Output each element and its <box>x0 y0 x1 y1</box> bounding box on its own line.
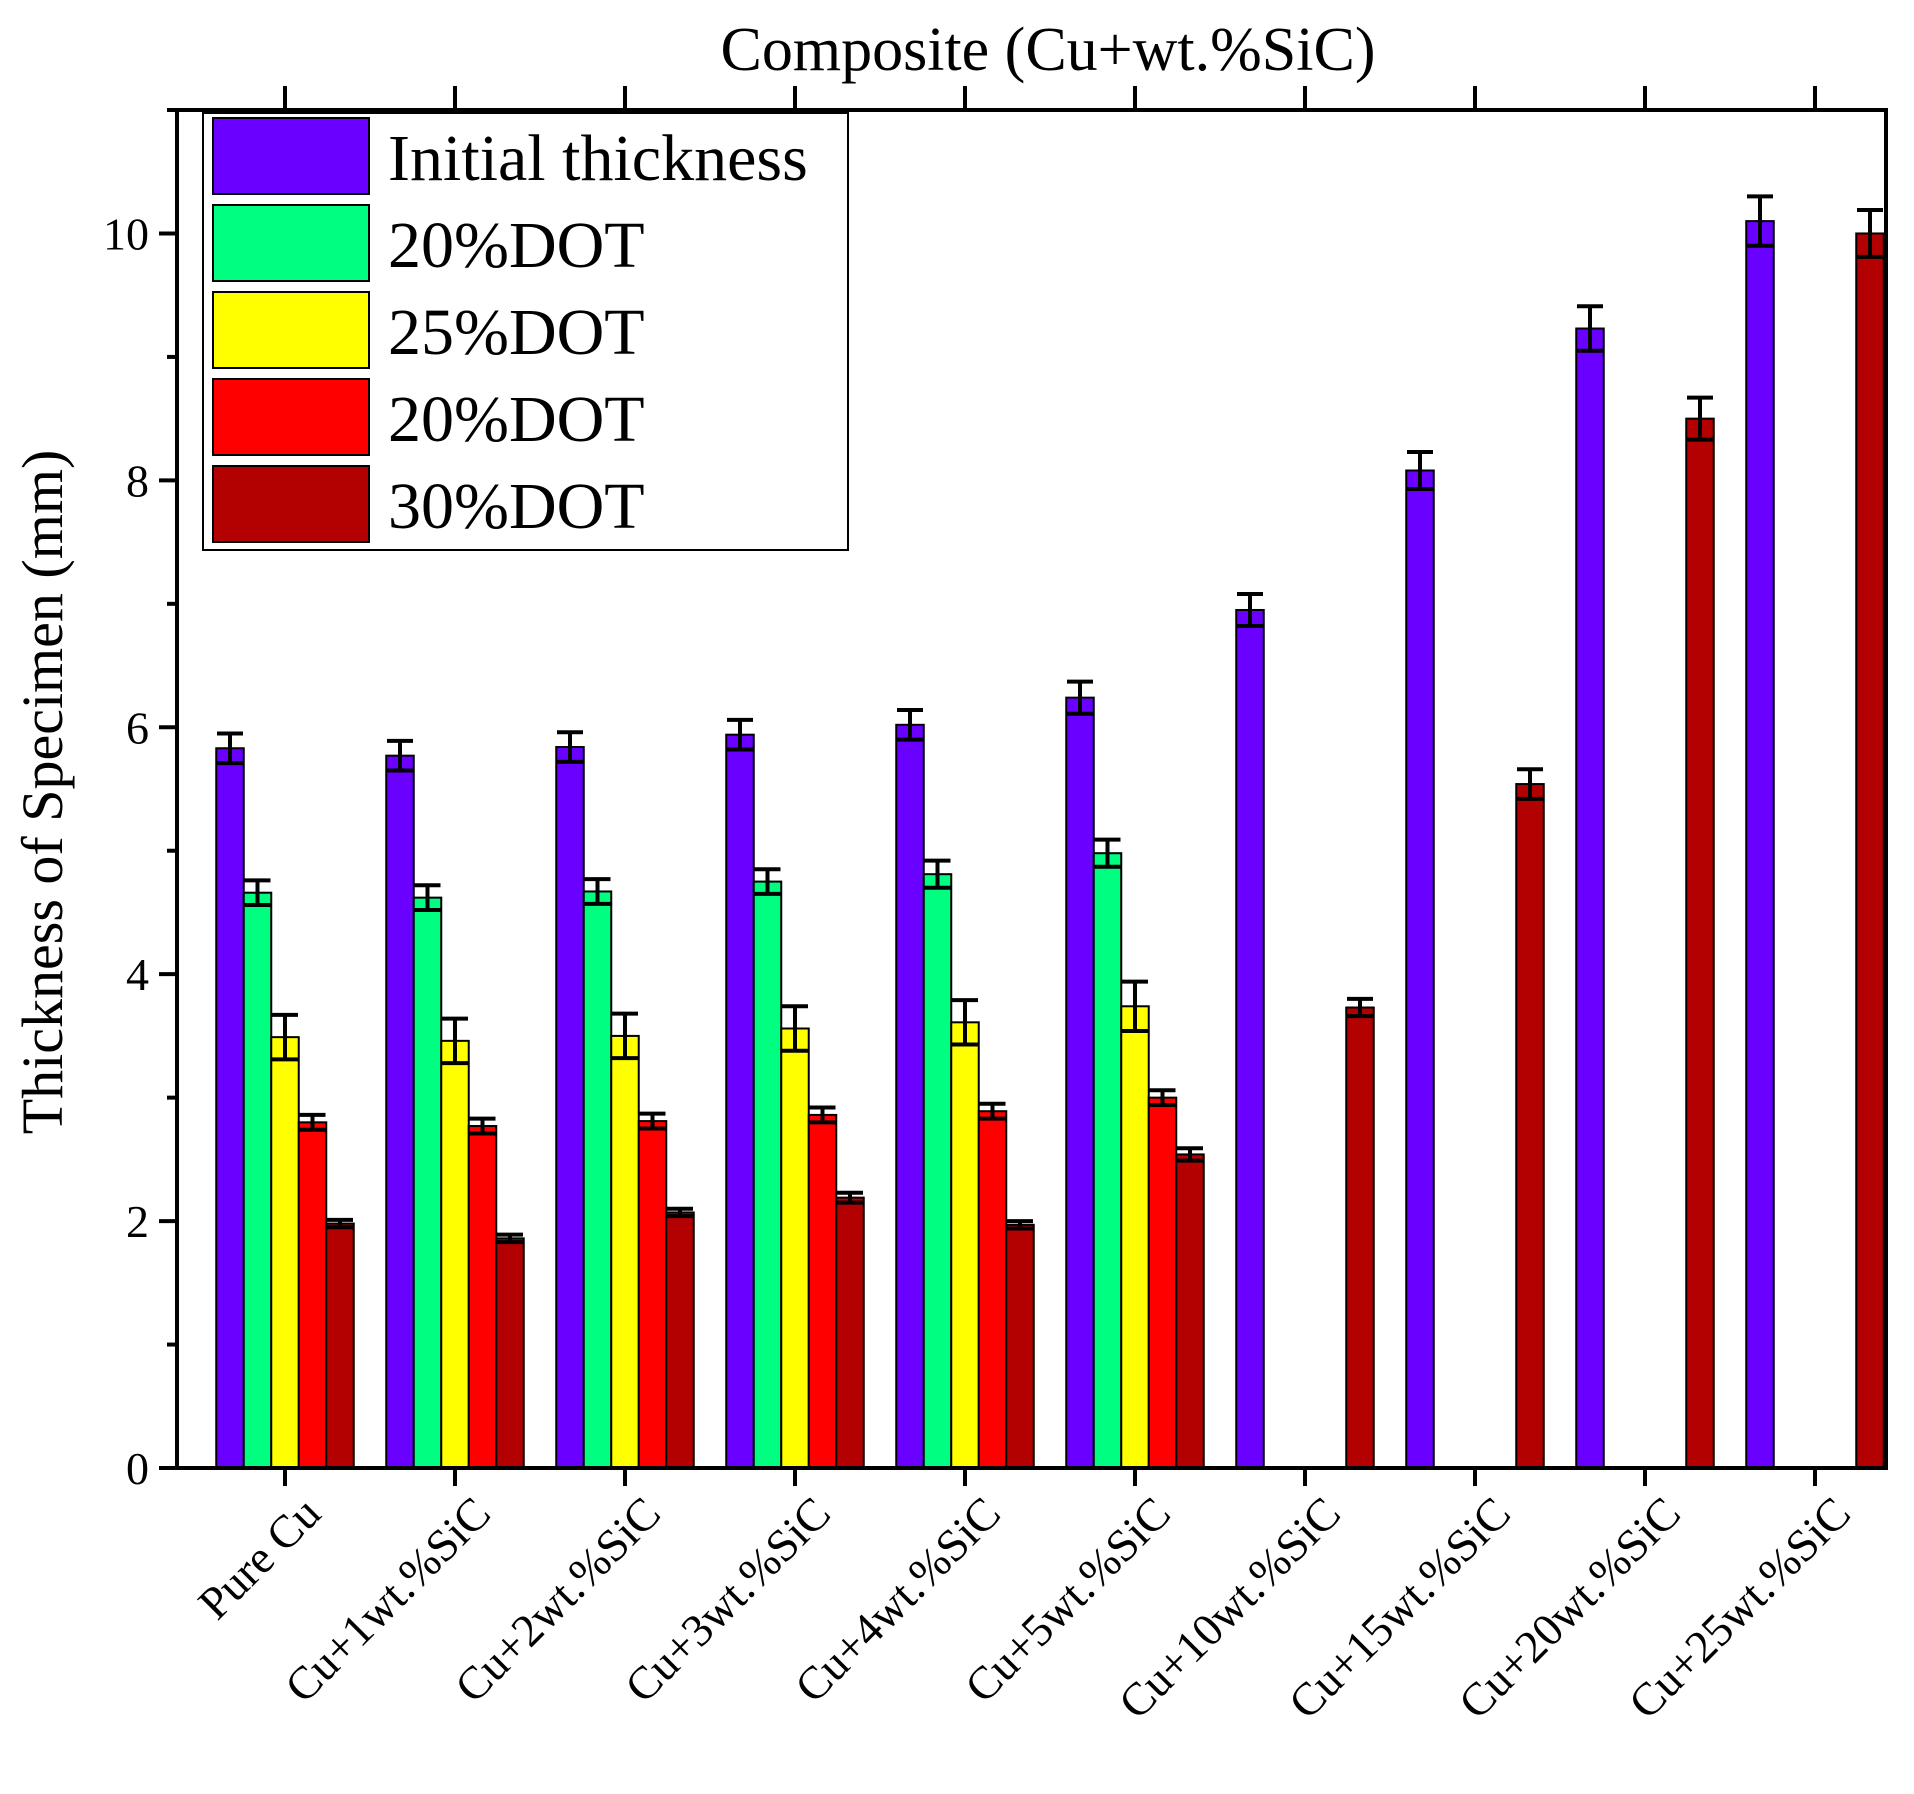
y-tick-label: 6 <box>126 702 149 753</box>
legend-swatch <box>212 378 370 456</box>
bar <box>977 1110 1008 1469</box>
bar <box>467 1125 498 1469</box>
bar <box>922 873 953 1469</box>
error-bar <box>442 1016 468 1066</box>
error-bar <box>1407 449 1433 492</box>
error-bar <box>897 707 923 742</box>
bar <box>895 723 925 1469</box>
bar <box>665 1211 695 1469</box>
bar <box>807 1113 838 1470</box>
y-axis-label: Thickness of Specimen (mm) <box>10 450 75 1135</box>
error-bar <box>387 738 413 773</box>
legend-swatch <box>212 204 370 282</box>
error-bar <box>809 1105 836 1125</box>
legend-swatch <box>212 291 370 369</box>
legend-label: 20%DOT <box>388 383 645 456</box>
error-bar <box>1237 591 1263 629</box>
bar <box>637 1120 668 1470</box>
bar <box>1855 232 1885 1469</box>
bar <box>1175 1153 1205 1469</box>
error-bar <box>1747 194 1773 248</box>
error-bar <box>924 858 951 890</box>
bar <box>1005 1223 1035 1470</box>
error-bar <box>217 731 243 766</box>
bar <box>270 1036 300 1470</box>
error-bar <box>1094 837 1121 869</box>
error-bar <box>612 1011 638 1061</box>
x-tick-label: Pure Cu <box>188 1487 330 1629</box>
error-bar <box>414 883 441 912</box>
error-bar <box>1007 1219 1033 1231</box>
bar <box>555 746 585 1469</box>
bar <box>297 1121 328 1469</box>
bar <box>1685 417 1715 1469</box>
error-bar <box>782 1004 808 1053</box>
y-tick-label: 10 <box>103 208 149 259</box>
legend-label: Initial thickness <box>388 122 808 195</box>
bar <box>1092 852 1123 1469</box>
bar <box>412 896 443 1469</box>
bar <box>1147 1096 1178 1469</box>
bar <box>242 891 273 1469</box>
error-bar <box>952 998 978 1047</box>
bar <box>1515 783 1545 1469</box>
legend-label: 20%DOT <box>388 209 645 282</box>
error-bar <box>1149 1088 1176 1108</box>
error-bar <box>1067 679 1093 716</box>
bar <box>1235 608 1265 1469</box>
legend-swatch <box>212 465 370 543</box>
error-bar <box>667 1206 693 1219</box>
error-bar <box>584 877 611 906</box>
error-bar <box>727 717 753 752</box>
error-bar <box>754 867 781 896</box>
error-bar <box>327 1217 353 1230</box>
error-bar <box>979 1101 1006 1121</box>
error-bar <box>1577 304 1603 353</box>
bar <box>950 1021 980 1469</box>
chart-title: Composite (Cu+wt.%SiC) <box>721 16 1376 84</box>
legend-label: 30%DOT <box>388 470 645 543</box>
bar <box>440 1039 470 1470</box>
bar <box>1120 1005 1150 1470</box>
plot-frame <box>175 108 1888 1470</box>
error-bar <box>244 878 271 908</box>
bars-layer <box>215 194 1885 1470</box>
bar <box>325 1222 355 1470</box>
error-bar <box>837 1190 863 1205</box>
legend-label: 25%DOT <box>388 296 645 369</box>
bar <box>835 1196 865 1469</box>
y-tick-label: 0 <box>126 1443 149 1494</box>
bar <box>752 880 783 1469</box>
bar <box>725 733 755 1469</box>
bar <box>215 747 245 1469</box>
y-tick-label: 2 <box>126 1196 149 1247</box>
error-bar <box>299 1112 326 1132</box>
error-bar <box>272 1012 298 1062</box>
error-bar <box>1857 207 1883 259</box>
bar <box>1065 696 1095 1469</box>
bar <box>1345 1006 1375 1469</box>
error-bar <box>1347 996 1373 1019</box>
error-bar <box>469 1116 496 1136</box>
bar <box>495 1237 525 1469</box>
bar <box>1745 220 1775 1469</box>
bar <box>582 890 613 1469</box>
error-bar <box>497 1232 523 1245</box>
bar <box>1405 469 1435 1470</box>
error-bar <box>1177 1146 1203 1163</box>
y-tick-label: 8 <box>126 455 149 506</box>
bar <box>780 1027 810 1469</box>
error-bar <box>1687 395 1713 442</box>
error-bar <box>639 1111 666 1131</box>
error-bar <box>557 730 583 764</box>
bar <box>385 754 415 1469</box>
bar <box>610 1034 640 1469</box>
legend-swatch <box>212 117 370 195</box>
error-bar <box>1517 767 1543 801</box>
error-bar <box>1122 979 1148 1033</box>
y-tick-label: 4 <box>126 949 149 1000</box>
legend: Initial thickness 20%DOT 25%DOT 20%DOT 30%DO… <box>202 112 849 551</box>
bar <box>1575 327 1605 1470</box>
